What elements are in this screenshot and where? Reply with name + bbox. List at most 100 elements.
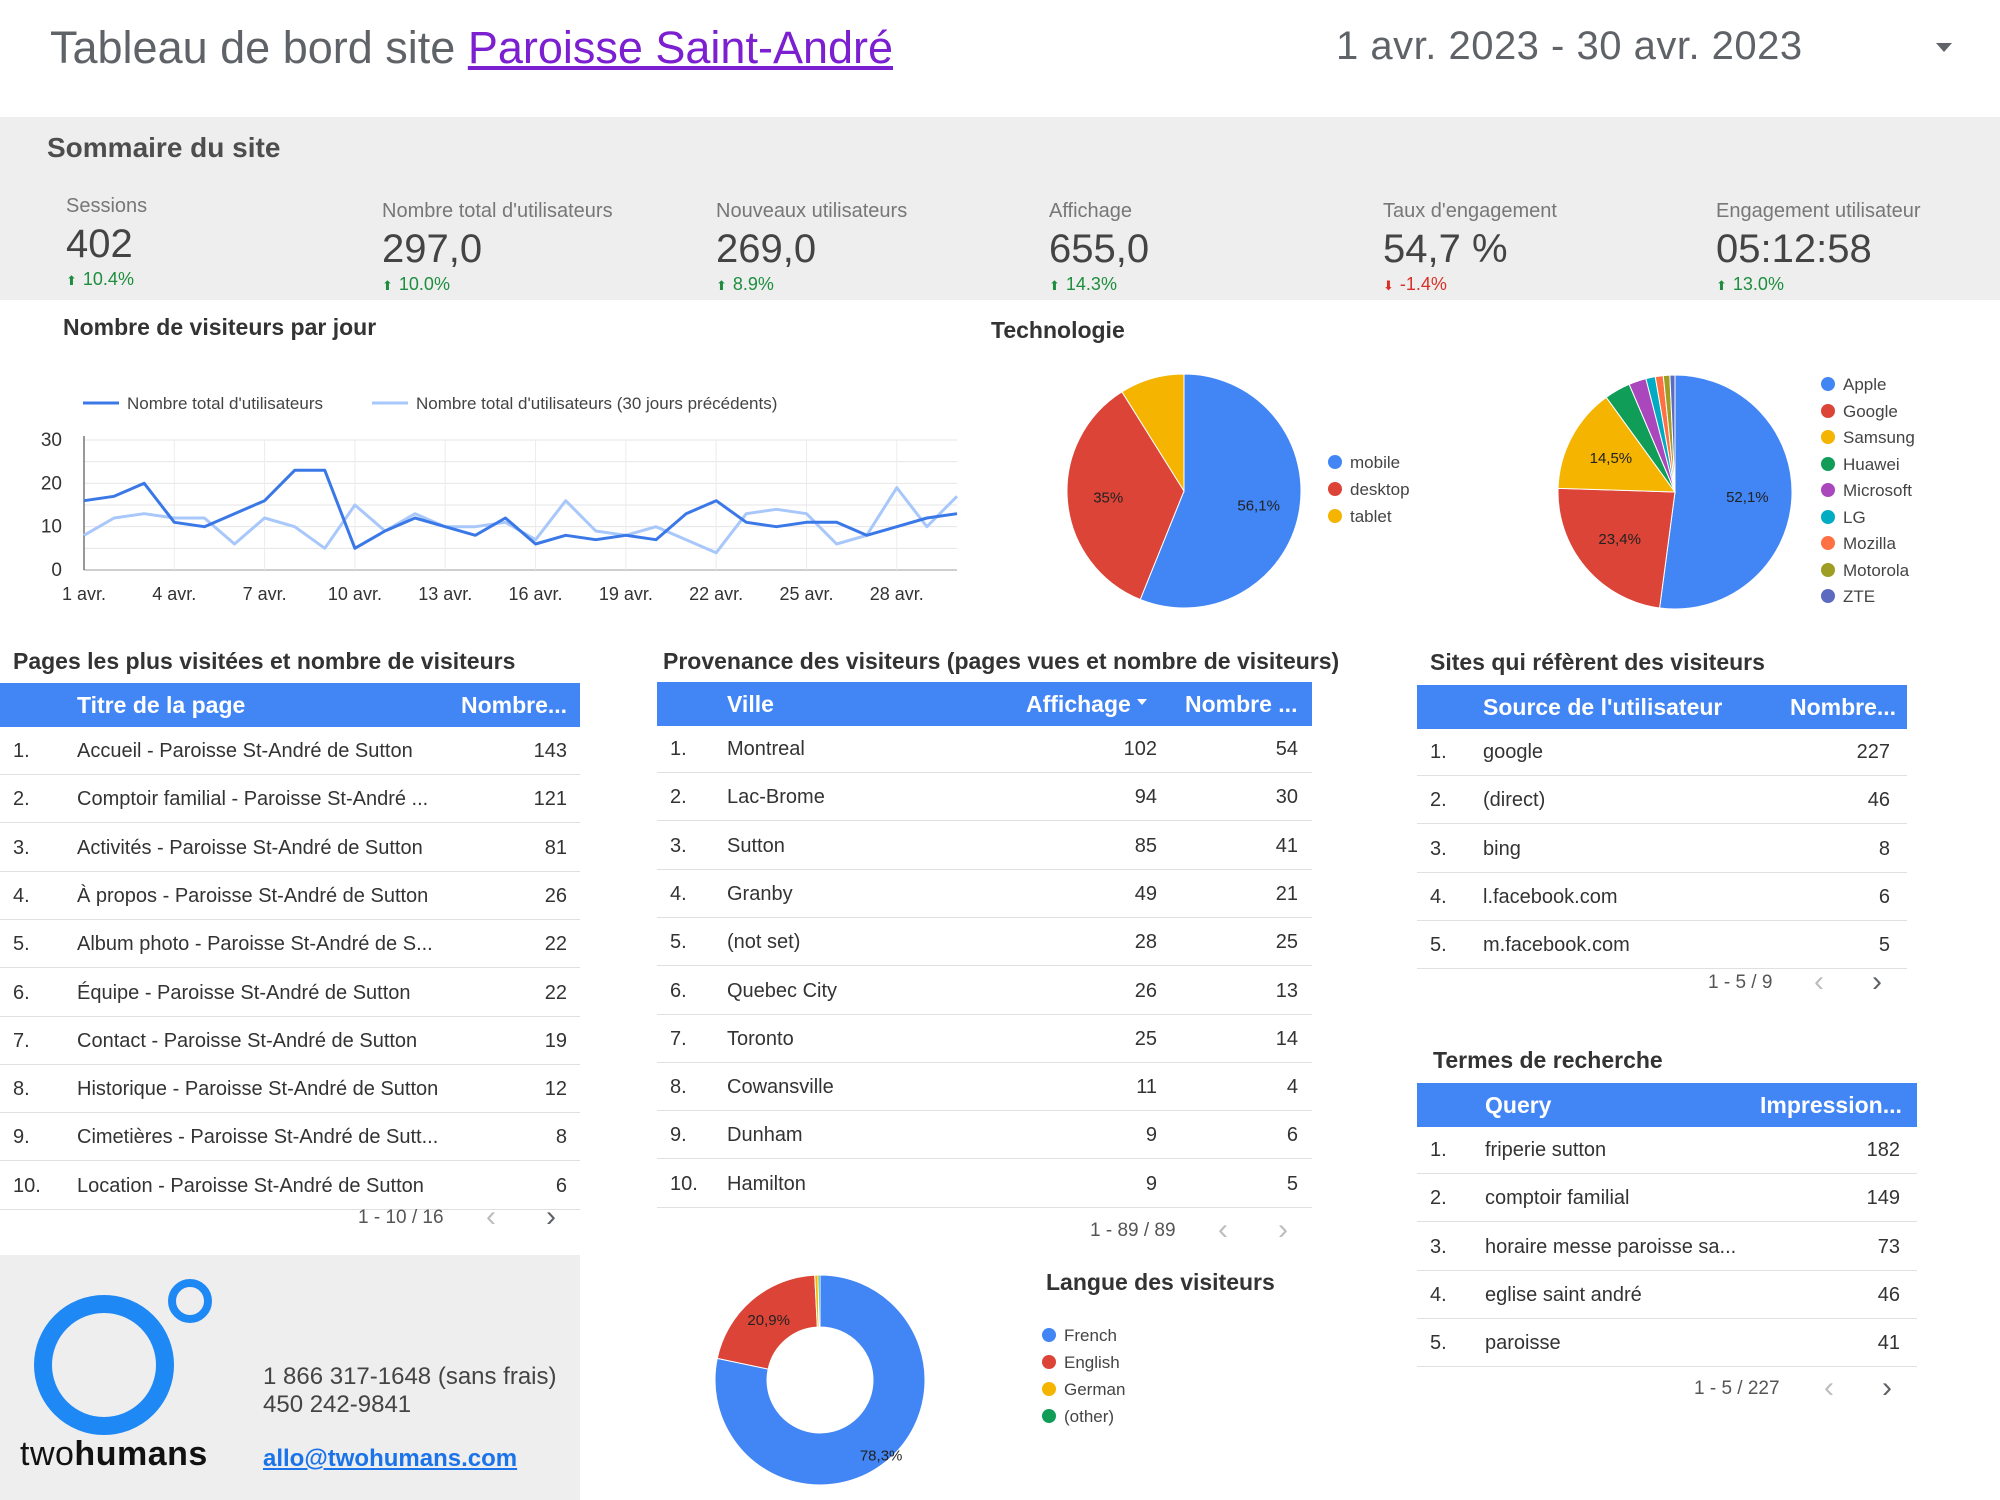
table-row[interactable]: 7. Toronto 25 14 [657,1015,1312,1063]
legend-item[interactable]: Google [1821,402,1898,422]
chevron-right-icon[interactable]: › [1882,1371,1892,1404]
legend-item[interactable]: Nombre total d'utilisateurs (30 jours pr… [372,394,777,413]
table-row[interactable]: 6. Équipe - Paroisse St-André de Sutton 22 [0,969,580,1017]
table-row[interactable]: 4. eglise saint andré 46 [1417,1271,1917,1319]
pie-data-label: 23,4% [1598,531,1641,548]
col-impressions[interactable]: Impression... [1760,1092,1902,1118]
city-cell: Hamilton [727,1172,806,1195]
date-range-selector[interactable]: 1 avr. 2023 - 30 avr. 2023 [1336,24,1803,68]
legend-label: Nombre total d'utilisateurs [127,394,323,413]
legend-item[interactable]: Samsung [1821,428,1915,448]
table-row[interactable]: 8. Historique - Paroisse St-André de Sutt… [0,1065,580,1114]
brand-logo: twohumans [20,1435,208,1474]
legend-item[interactable]: LG [1821,508,1866,528]
legend-label: German [1064,1380,1126,1399]
table-row[interactable]: 5. paroisse 41 [1417,1319,1917,1368]
chevron-left-icon[interactable]: ‹ [1824,1371,1834,1404]
table-row[interactable]: 9. Dunham 9 6 [657,1111,1312,1160]
legend-item[interactable]: Apple [1821,375,1886,395]
table-row[interactable]: 2. comptoir familial 149 [1417,1174,1917,1223]
legend-item[interactable]: Motorola [1821,561,1909,581]
visitors-cell: 21 [1275,882,1298,905]
legend-label: tablet [1350,507,1392,526]
table-row[interactable]: 3. horaire messe paroisse sa... 73 [1417,1223,1917,1271]
chevron-left-icon[interactable]: ‹ [486,1200,496,1233]
visitors-cell: 54 [1275,738,1298,760]
legend-item[interactable]: Microsoft [1821,481,1912,501]
table-row[interactable]: 3. Activités - Paroisse St-André de Sutto… [0,824,580,872]
table-row[interactable]: 2. Lac-Brome 94 30 [657,773,1312,822]
legend-swatch [1042,1328,1056,1342]
legend-item[interactable]: German [1042,1380,1125,1400]
col-visitors[interactable]: Nombre... [461,692,568,718]
pie-data-label: 52,1% [1726,489,1769,506]
legend-item[interactable]: English [1042,1353,1120,1373]
kpi-card: Taux d'engagement 54,7 % ⬇ -1.4% [1383,200,1557,295]
chevron-left-icon[interactable]: ‹ [1218,1213,1228,1246]
table-row[interactable]: 9. Cimetières - Paroisse St-André de Sutt… [0,1113,580,1162]
table-row[interactable]: 8. Cowansville 11 4 [657,1063,1312,1112]
table-row[interactable]: 5. Album photo - Paroisse St-André de S..… [0,920,580,969]
chevron-right-icon[interactable]: › [546,1200,556,1233]
page-title-cell: Album photo - Paroisse St-André de S... [77,933,433,956]
table-row[interactable]: 10. Hamilton 9 5 [657,1160,1312,1208]
impressions-cell: 149 [1866,1187,1900,1210]
table-row[interactable]: 6. Quebec City 26 13 [657,967,1312,1015]
table-row[interactable]: 2. (direct) 46 [1417,776,1907,825]
legend-item[interactable]: tablet [1328,507,1392,527]
col-source[interactable]: Source de l'utilisateur [1483,694,1723,720]
table-row[interactable]: 1. Montreal 102 54 [657,725,1312,773]
kpi-delta-value: 8.9% [732,274,774,294]
visitors-cell: 227 [1856,741,1890,763]
table-row[interactable]: 7. Contact - Paroisse St-André de Sutton 1… [0,1017,580,1065]
pie-data-label: 56,1% [1237,497,1280,514]
table-row[interactable]: 5. m.facebook.com 5 [1417,921,1907,970]
table-row[interactable]: 3. bing 8 [1417,825,1907,873]
table-row[interactable]: 5. (not set) 28 25 [657,918,1312,967]
table-row[interactable]: 1. Accueil - Paroisse St-André de Sutton 1… [0,727,580,775]
legend-item[interactable]: Mozilla [1821,534,1896,554]
legend-item[interactable]: mobile [1328,453,1400,473]
visitors-cell: 14 [1275,1027,1298,1050]
chevron-left-icon[interactable]: ‹ [1814,965,1824,998]
table-row[interactable]: 2. Comptoir familial - Paroisse St-André … [0,775,580,824]
sort-down-icon[interactable] [1137,699,1147,705]
page-title-cell: Contact - Paroisse St-André de Sutton [77,1029,418,1052]
chevron-right-icon[interactable]: › [1278,1213,1288,1246]
views-cell: 25 [1134,1027,1157,1050]
referrers-table-title: Sites qui réfèrent des visiteurs [1430,649,1765,675]
caret-down-icon[interactable] [1936,43,1952,52]
kpi-label: Nouveaux utilisateurs [716,200,908,222]
col-visitors[interactable]: Nombre... [1790,694,1897,720]
table-row[interactable]: 10. Location - Paroisse St-André de Sutto… [0,1162,580,1210]
col-page-title[interactable]: Titre de la page [77,692,246,718]
views-cell: 28 [1134,931,1157,954]
table-row[interactable]: 4. Granby 49 21 [657,870,1312,918]
chevron-right-icon[interactable]: › [1872,965,1882,998]
table-row[interactable]: 1. friperie sutton 182 [1417,1126,1917,1174]
col-visitors[interactable]: Nombre ... [1185,691,1298,717]
legend-item[interactable]: ZTE [1821,587,1875,607]
legend-item[interactable]: Nombre total d'utilisateurs [83,394,323,413]
phone-local: 450 242-9841 [263,1391,412,1418]
views-cell: 85 [1134,834,1157,857]
legend-swatch [1042,1355,1056,1369]
site-link[interactable]: Paroisse Saint-André [467,22,894,73]
table-row[interactable]: 4. l.facebook.com 6 [1417,873,1907,921]
email-link[interactable]: allo@twohumans.com [263,1445,518,1472]
legend-item[interactable]: (other) [1042,1407,1114,1427]
legend-item[interactable]: Huawei [1821,455,1900,475]
pie-slice [1121,373,1185,493]
table-row[interactable]: 1. google 227 [1417,728,1907,776]
col-city[interactable]: Ville [727,691,774,717]
col-views[interactable]: Affichage [1026,691,1131,717]
footer-panel: twohumans 1 866 317-1648 (sans frais) 45… [0,1255,580,1500]
legend-item[interactable]: French [1042,1326,1117,1346]
table-row[interactable]: 3. Sutton 85 41 [657,822,1312,870]
table-row[interactable]: 4. À propos - Paroisse St-André de Sutton… [0,872,580,920]
legend-swatch [1821,509,1835,524]
legend-swatch [1821,456,1835,471]
legend-item[interactable]: desktop [1328,480,1410,500]
pie-slice [817,1274,821,1328]
col-query[interactable]: Query [1485,1092,1552,1118]
